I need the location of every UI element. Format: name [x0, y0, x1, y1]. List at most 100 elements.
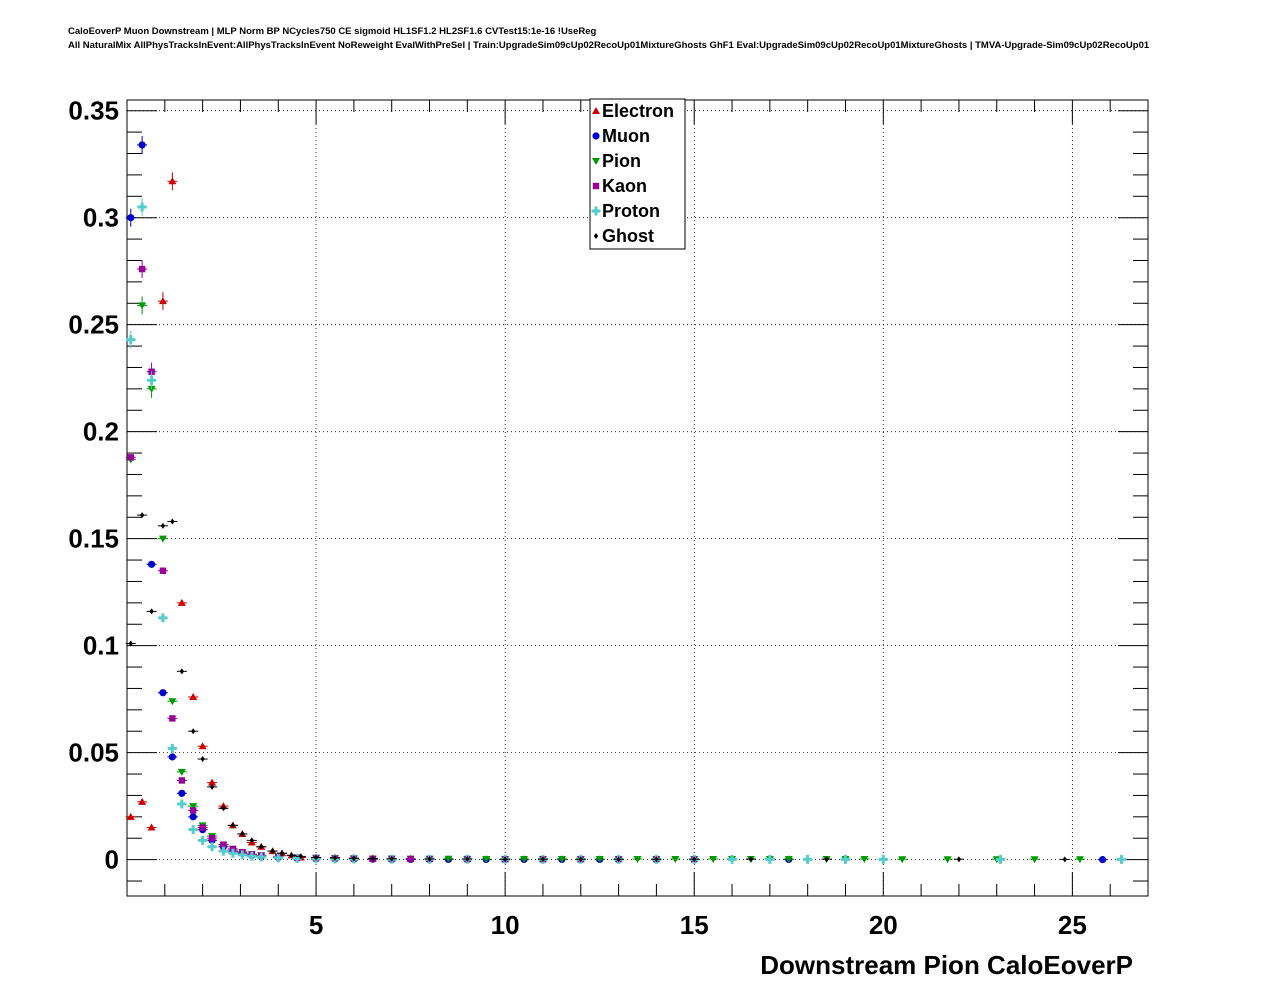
data-point-pion — [1030, 856, 1039, 864]
data-point-ghost — [389, 855, 394, 862]
series-proton — [125, 197, 1127, 864]
data-point-muon — [147, 560, 156, 568]
data-point-ghost — [209, 783, 215, 790]
data-point-ghost — [540, 856, 546, 863]
data-point-ghost — [240, 830, 245, 837]
data-point-proton — [1117, 854, 1127, 864]
data-point-proton — [247, 851, 257, 861]
data-point-ghost — [313, 854, 319, 861]
chart-title-line-1: CaloEoverP Muon Downstream | MLP Norm BP… — [68, 26, 597, 37]
series-ghost — [125, 512, 1070, 863]
series-kaon — [125, 260, 700, 863]
data-point-proton — [177, 799, 187, 809]
series-pion — [125, 296, 1085, 864]
data-point-kaon — [178, 777, 186, 784]
data-point-electron — [168, 177, 177, 185]
data-point-muon — [189, 813, 197, 821]
x-tick-label: 20 — [869, 910, 898, 940]
x-tick-label: 5 — [309, 910, 323, 940]
data-point-pion — [557, 855, 566, 863]
data-point-electron — [138, 797, 147, 805]
data-point-proton — [765, 854, 775, 864]
data-point-ghost — [289, 852, 294, 859]
data-point-ghost — [654, 856, 659, 863]
data-point-pion — [633, 855, 642, 863]
data-point-electron — [147, 823, 156, 831]
data-point-electron — [158, 297, 167, 305]
data-point-pion — [595, 855, 604, 863]
data-point-pion — [147, 385, 156, 393]
data-point-muon — [1099, 856, 1107, 864]
data-point-proton — [273, 853, 283, 863]
data-point-ghost — [370, 855, 375, 862]
data-point-ghost — [502, 856, 508, 863]
data-point-ghost — [1062, 856, 1068, 863]
data-point-ghost — [200, 756, 205, 763]
y-tick-label: 0.1 — [83, 631, 119, 661]
data-point-proton — [167, 743, 177, 753]
data-point-kaon — [208, 835, 216, 842]
data-point-electron — [208, 778, 217, 786]
legend-marker-proton — [591, 206, 601, 216]
data-point-ghost — [270, 848, 275, 855]
data-point-ghost — [578, 856, 583, 863]
data-point-pion — [784, 855, 793, 863]
data-point-pion — [168, 698, 177, 706]
data-point-proton — [803, 854, 813, 864]
data-point-pion — [709, 855, 718, 863]
y-tick-label: 0.25 — [68, 310, 119, 340]
data-point-proton — [147, 375, 157, 385]
data-point-ghost — [190, 728, 196, 735]
data-point-ghost — [748, 856, 754, 863]
data-point-kaon — [159, 567, 167, 574]
data-point-pion — [860, 855, 869, 863]
data-point-pion — [158, 535, 167, 543]
y-tick-label: 0.15 — [68, 524, 119, 554]
x-tick-label: 25 — [1058, 910, 1087, 940]
data-point-proton — [256, 852, 266, 862]
x-axis-title: Downstream Pion CaloEoverP — [760, 950, 1133, 980]
data-point-proton — [126, 335, 136, 345]
y-tick-label: 0.05 — [68, 738, 119, 768]
data-point-ghost — [298, 853, 304, 860]
data-point-muon — [178, 789, 186, 797]
legend-label-pion: Pion — [602, 151, 641, 171]
data-point-proton — [292, 853, 302, 863]
data-point-ghost — [465, 855, 470, 862]
data-point-pion — [189, 803, 198, 811]
data-point-ghost — [616, 856, 621, 863]
data-point-ghost — [230, 822, 236, 829]
data-point-electron — [198, 742, 207, 750]
data-point-kaon — [220, 841, 227, 848]
data-point-proton — [218, 846, 228, 856]
data-point-ghost — [824, 856, 829, 863]
data-point-proton — [237, 850, 247, 860]
data-point-kaon — [169, 715, 176, 722]
data-point-kaon — [127, 454, 134, 461]
data-point-electron — [126, 812, 135, 820]
data-point-kaon — [138, 265, 146, 273]
data-point-proton — [996, 854, 1006, 864]
legend-marker-pion — [592, 158, 600, 165]
legend-label-proton: Proton — [602, 201, 660, 221]
x-tick-label: 10 — [491, 910, 520, 940]
data-point-ghost — [692, 856, 697, 863]
legend-marker-ghost — [593, 233, 599, 239]
data-point-ghost — [279, 850, 285, 857]
data-point-ghost — [128, 640, 133, 647]
data-point-electron — [177, 598, 186, 606]
data-point-pion — [444, 855, 453, 863]
data-point-ghost — [160, 522, 166, 529]
data-points — [125, 135, 1127, 864]
data-point-proton — [198, 835, 208, 845]
chart-title-line-2: All NaturalMix AllPhysTracksInEvent:AllP… — [68, 40, 1150, 51]
y-tick-label: 0.3 — [83, 203, 119, 233]
data-point-pion — [1075, 856, 1084, 864]
grid-lines — [127, 100, 1148, 896]
data-point-ghost — [170, 518, 175, 525]
legend-marker-kaon — [592, 182, 600, 190]
y-tick-label: 0.2 — [83, 417, 119, 447]
data-point-pion — [177, 768, 186, 776]
data-point-pion — [671, 855, 680, 863]
